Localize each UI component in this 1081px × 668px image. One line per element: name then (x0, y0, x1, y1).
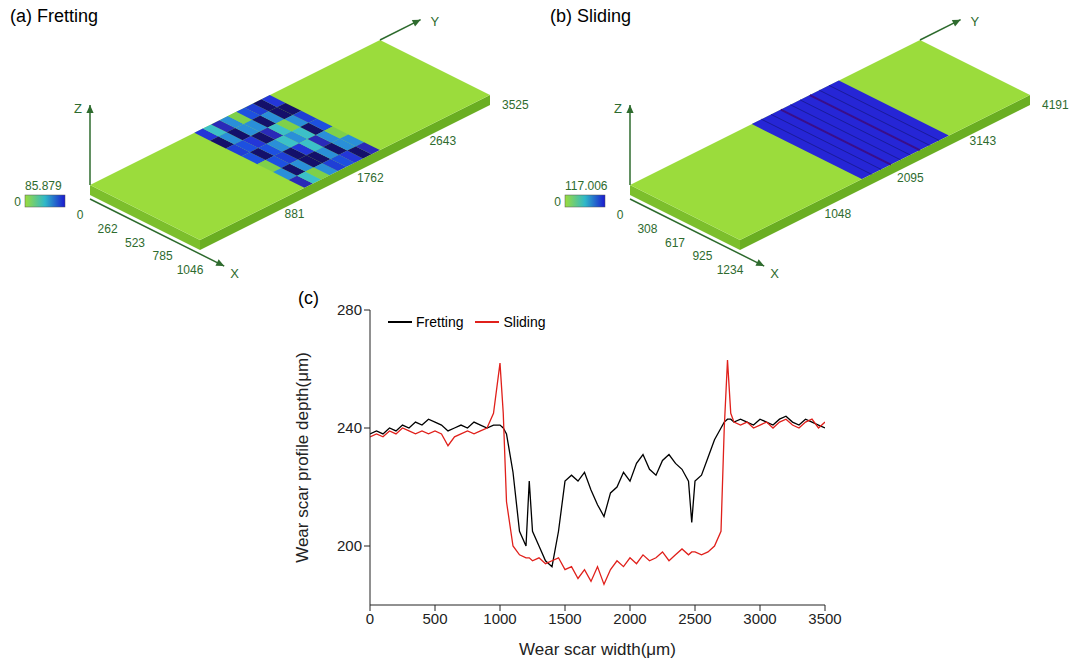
html-text:(c): (c) (298, 288, 319, 308)
svg-text:2500: 2500 (678, 610, 711, 627)
svg-text:(b) Sliding: (b) Sliding (550, 6, 631, 26)
svg-text:523: 523 (125, 236, 145, 250)
svg-text:X: X (770, 266, 779, 281)
svg-text:500: 500 (422, 610, 447, 627)
svg-text:0: 0 (14, 195, 21, 209)
svg-text:925: 925 (692, 249, 712, 263)
svg-text:Y: Y (971, 14, 980, 29)
svg-text:785: 785 (153, 249, 173, 263)
svg-text:Y: Y (431, 14, 440, 29)
svg-text:1762: 1762 (357, 171, 384, 185)
svg-text:117.006: 117.006 (565, 179, 608, 193)
html-text:Fretting: Fretting (416, 314, 464, 330)
svg-text:0: 0 (617, 208, 624, 222)
svg-text:1000: 1000 (483, 610, 516, 627)
svg-text:881: 881 (284, 207, 304, 221)
svg-text:4191: 4191 (1042, 98, 1069, 112)
svg-text:200: 200 (337, 537, 362, 554)
svg-text:Wear scar width(μm): Wear scar width(μm) (519, 640, 676, 659)
svg-text:3000: 3000 (743, 610, 776, 627)
html-text:Sliding: Sliding (503, 314, 546, 330)
svg-text:Z: Z (614, 101, 622, 116)
svg-text:1046: 1046 (177, 263, 204, 277)
svg-text:1500: 1500 (548, 610, 581, 627)
svg-text:85.879: 85.879 (25, 179, 62, 193)
svg-text:Wear scar profile depth(μm): Wear scar profile depth(μm) (293, 352, 312, 563)
svg-text:617: 617 (665, 236, 685, 250)
svg-text:2095: 2095 (897, 171, 924, 185)
svg-text:2000: 2000 (613, 610, 646, 627)
svg-text:280: 280 (337, 301, 362, 318)
svg-text:X: X (230, 266, 239, 281)
svg-text:3500: 3500 (808, 610, 841, 627)
svg-text:Z: Z (74, 101, 82, 116)
svg-text:1048: 1048 (825, 207, 852, 221)
svg-text:3143: 3143 (969, 134, 996, 148)
svg-text:240: 240 (337, 419, 362, 436)
svg-text:2643: 2643 (429, 134, 456, 148)
svg-text:308: 308 (637, 222, 657, 236)
svg-text:3525: 3525 (502, 98, 529, 112)
svg-text:0: 0 (554, 195, 561, 209)
svg-text:1234: 1234 (717, 263, 744, 277)
svg-text:262: 262 (98, 222, 118, 236)
svg-text:(a) Fretting: (a) Fretting (10, 6, 98, 26)
svg-text:0: 0 (77, 208, 84, 222)
svg-text:0: 0 (366, 610, 374, 627)
